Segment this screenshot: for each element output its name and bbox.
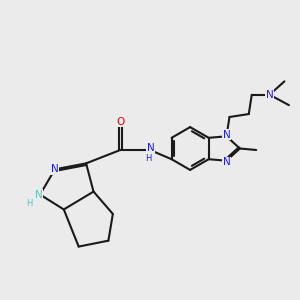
Text: N: N [35,190,42,200]
Text: H: H [145,154,152,163]
Text: H: H [26,199,33,208]
Text: N: N [223,157,230,167]
Text: N: N [266,90,274,100]
Text: O: O [116,117,124,127]
Text: N: N [147,142,154,153]
Text: N: N [51,164,59,174]
Text: N: N [223,130,230,140]
